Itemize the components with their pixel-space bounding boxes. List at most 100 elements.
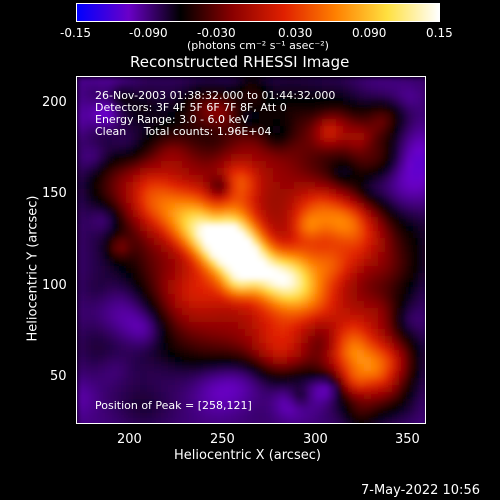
heatmap-cell bbox=[245, 378, 253, 386]
heatmap-cell bbox=[371, 336, 379, 344]
heatmap-cell bbox=[91, 112, 99, 120]
heatmap-cell bbox=[364, 252, 372, 260]
heatmap-cell bbox=[238, 168, 246, 176]
heatmap-cell bbox=[210, 168, 218, 176]
heatmap-cell bbox=[84, 84, 92, 92]
heatmap-cell bbox=[175, 357, 183, 365]
heatmap-cell bbox=[203, 112, 211, 120]
heatmap-cell bbox=[203, 161, 211, 169]
heatmap-cell bbox=[175, 371, 183, 379]
heatmap-cell bbox=[392, 273, 400, 281]
heatmap-cell bbox=[154, 196, 162, 204]
heatmap-cell bbox=[224, 119, 232, 127]
heatmap-cell bbox=[126, 126, 134, 134]
heatmap-cell bbox=[343, 343, 351, 351]
heatmap-cell bbox=[98, 119, 106, 127]
heatmap-cell bbox=[266, 126, 274, 134]
heatmap-cell bbox=[308, 371, 316, 379]
heatmap-cell bbox=[168, 196, 176, 204]
heatmap-cell bbox=[231, 140, 239, 148]
heatmap-cell bbox=[308, 266, 316, 274]
heatmap-cell bbox=[392, 343, 400, 351]
heatmap-cell bbox=[329, 91, 337, 99]
heatmap-cell bbox=[182, 91, 190, 99]
heatmap-cell bbox=[231, 161, 239, 169]
heatmap-cell bbox=[182, 154, 190, 162]
heatmap-cell bbox=[301, 273, 309, 281]
heatmap-cell bbox=[224, 112, 232, 120]
heatmap-cell bbox=[392, 406, 400, 414]
heatmap-cell bbox=[294, 259, 302, 267]
heatmap-cell bbox=[217, 350, 225, 358]
heatmap-cell bbox=[343, 154, 351, 162]
heatmap-cell bbox=[189, 336, 197, 344]
heatmap-cell bbox=[413, 182, 421, 190]
heatmap-cell bbox=[357, 133, 365, 141]
heatmap-cell bbox=[154, 238, 162, 246]
heatmap-cell bbox=[112, 154, 120, 162]
heatmap-cell bbox=[245, 385, 253, 393]
heatmap-cell bbox=[259, 168, 267, 176]
heatmap-cell bbox=[140, 315, 148, 323]
heatmap-cell bbox=[378, 322, 386, 330]
heatmap-cell bbox=[378, 420, 386, 423]
heatmap-cell bbox=[301, 175, 309, 183]
heatmap-cell bbox=[392, 336, 400, 344]
heatmap-cell bbox=[280, 378, 288, 386]
heatmap-cell bbox=[161, 175, 169, 183]
heatmap-cell bbox=[399, 273, 407, 281]
heatmap-cell bbox=[77, 315, 85, 323]
heatmap-cell bbox=[154, 308, 162, 316]
heatmap-cell bbox=[336, 189, 344, 197]
heatmap-cell bbox=[126, 147, 134, 155]
heatmap-cell bbox=[343, 385, 351, 393]
heatmap-cell bbox=[308, 357, 316, 365]
heatmap-cell bbox=[294, 245, 302, 253]
heatmap-cell bbox=[105, 168, 113, 176]
heatmap-cell bbox=[175, 399, 183, 407]
heatmap-cell bbox=[385, 378, 393, 386]
heatmap-cell bbox=[350, 175, 358, 183]
heatmap-cell bbox=[105, 259, 113, 267]
heatmap-cell bbox=[350, 77, 358, 85]
heatmap-cell bbox=[224, 392, 232, 400]
heatmap-cell bbox=[98, 364, 106, 372]
heatmap-cell bbox=[147, 385, 155, 393]
heatmap-cell bbox=[119, 329, 127, 337]
heatmap-cell bbox=[161, 154, 169, 162]
heatmap-cell bbox=[385, 224, 393, 232]
heatmap-cell bbox=[126, 196, 134, 204]
heatmap-cell bbox=[315, 91, 323, 99]
heatmap-cell bbox=[392, 280, 400, 288]
heatmap-cell bbox=[196, 336, 204, 344]
heatmap-cell bbox=[287, 378, 295, 386]
heatmap-cell bbox=[105, 343, 113, 351]
heatmap-cell bbox=[371, 245, 379, 253]
heatmap-cell bbox=[77, 119, 85, 127]
heatmap-cell bbox=[105, 119, 113, 127]
heatmap-cell bbox=[287, 266, 295, 274]
heatmap-cell bbox=[224, 350, 232, 358]
heatmap-cell bbox=[294, 329, 302, 337]
heatmap-cell bbox=[119, 259, 127, 267]
heatmap-cell bbox=[126, 378, 134, 386]
heatmap-cell bbox=[350, 413, 358, 421]
heatmap-cell bbox=[238, 308, 246, 316]
heatmap-cell bbox=[119, 77, 127, 85]
heatmap-cell bbox=[77, 91, 85, 99]
heatmap-cell bbox=[378, 308, 386, 316]
heatmap-cell bbox=[399, 315, 407, 323]
heatmap-cell bbox=[161, 224, 169, 232]
heatmap-cell bbox=[399, 336, 407, 344]
heatmap-cell bbox=[385, 336, 393, 344]
heatmap-cell bbox=[119, 273, 127, 281]
heatmap-cell bbox=[392, 133, 400, 141]
heatmap-cell bbox=[399, 161, 407, 169]
heatmap-cell bbox=[294, 161, 302, 169]
heatmap-cell bbox=[266, 182, 274, 190]
heatmap-cell bbox=[203, 182, 211, 190]
heatmap-cell bbox=[189, 294, 197, 302]
heatmap-cell bbox=[91, 252, 99, 260]
heatmap-cell bbox=[280, 105, 288, 113]
heatmap-cell bbox=[294, 406, 302, 414]
